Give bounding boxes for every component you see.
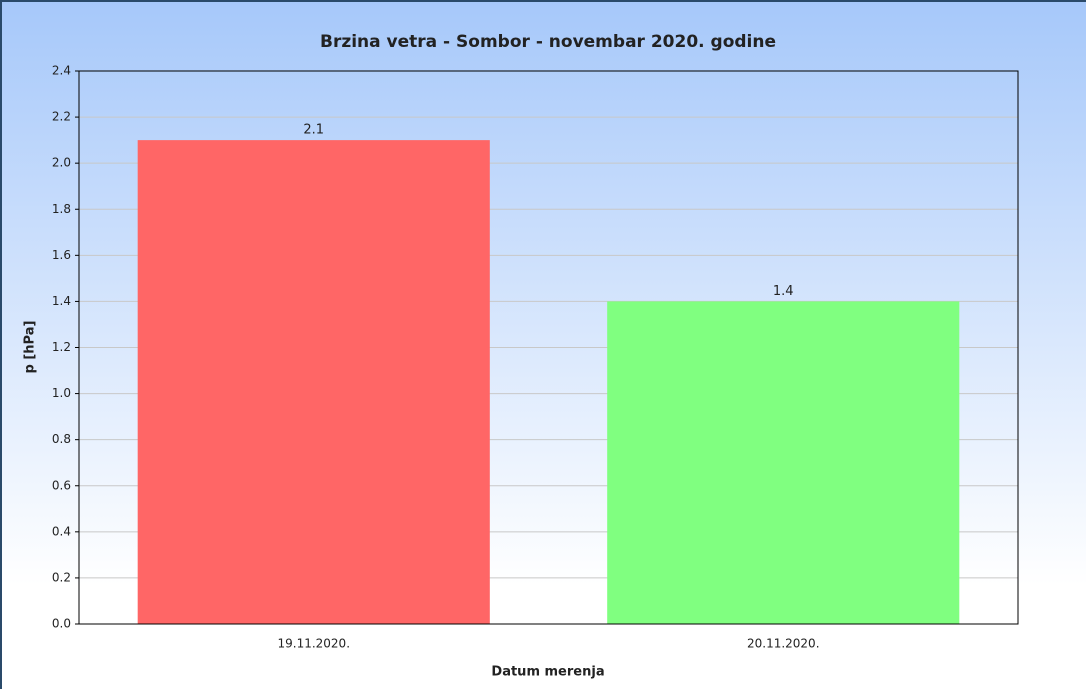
y-tick-label: 1.6 — [52, 248, 71, 262]
y-tick-label: 0.8 — [52, 432, 71, 446]
bar — [607, 301, 960, 624]
plot-border — [78, 70, 1019, 625]
y-tick-label: 1.4 — [52, 294, 71, 308]
bar — [137, 140, 490, 624]
y-tick-label: 2.0 — [52, 156, 71, 170]
y-tick-label: 0.4 — [52, 524, 71, 538]
y-tick-label: 1.8 — [52, 202, 71, 216]
y-tick-label: 1.0 — [52, 386, 71, 400]
data-label: 1.4 — [773, 284, 794, 299]
y-tick-label: 1.2 — [52, 340, 71, 354]
y-tick-label: 0.0 — [52, 617, 71, 631]
x-tick-label: 20.11.2020. — [747, 637, 820, 651]
y-axis-title: p [hPa] — [23, 321, 38, 374]
x-axis-title: Datum merenja — [491, 665, 604, 680]
data-label: 2.1 — [303, 123, 324, 138]
chart-title: Brzina vetra - Sombor - novembar 2020. g… — [320, 32, 776, 52]
x-tick-label: 19.11.2020. — [277, 637, 350, 651]
y-tick-label: 0.2 — [52, 570, 71, 584]
y-tick-label: 2.2 — [52, 110, 71, 124]
y-tick-label: 0.6 — [52, 478, 71, 492]
y-tick-label: 2.4 — [52, 64, 71, 78]
